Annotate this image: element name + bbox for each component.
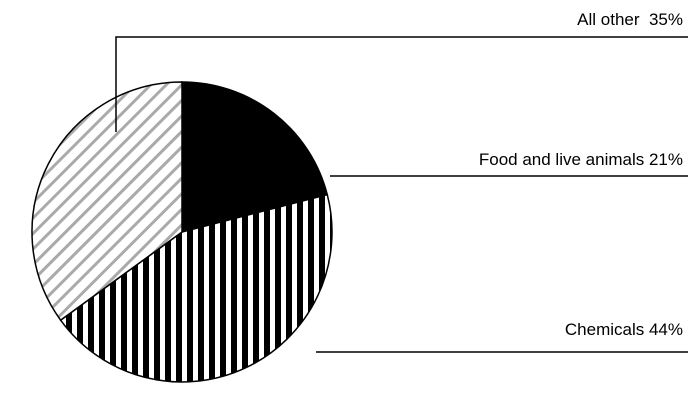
pie-slice-food-and-live-animals: [181, 81, 329, 233]
slice-label-all-other: All other 35%: [577, 10, 683, 29]
leader-lines: [115, 36, 688, 353]
leader-line-all-other: [115, 36, 688, 132]
slice-labels: Food and live animals 21% Chemicals 44% Al…: [479, 10, 683, 339]
slice-label-chemicals: Chemicals 44%: [565, 320, 683, 339]
pie-slice-chemicals: [59, 193, 333, 383]
pie-slices: [31, 81, 333, 383]
slice-label-food-and-live-animals: Food and live animals 21%: [479, 150, 683, 169]
pie-slice-all-other: [31, 81, 183, 322]
